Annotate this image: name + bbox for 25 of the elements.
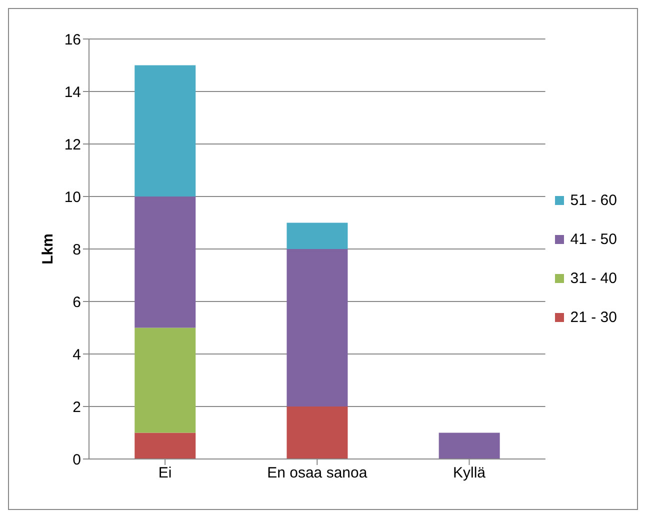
y-tick-label: 16 <box>64 31 81 48</box>
x-tick-label: Ei <box>158 464 172 482</box>
bar <box>134 328 196 433</box>
bar <box>438 432 500 459</box>
bar <box>134 65 196 196</box>
bar <box>286 249 348 406</box>
bar <box>134 196 196 328</box>
legend-label: 51 - 60 <box>570 192 617 209</box>
bar <box>286 406 348 459</box>
y-tick-label: 0 <box>72 451 81 468</box>
y-tick-label: 8 <box>72 241 81 258</box>
y-tick-label: 10 <box>64 188 81 206</box>
bar <box>134 432 196 459</box>
x-tick-label: Kyllä <box>452 464 486 482</box>
bar <box>286 222 348 249</box>
y-tick-label: 14 <box>64 84 81 101</box>
legend-label: 41 - 50 <box>570 231 617 248</box>
legend-label: 31 - 40 <box>570 270 617 287</box>
x-tick-label: En osaa sanoa <box>267 464 368 482</box>
legend-label: 21 - 30 <box>570 309 617 326</box>
y-axis-title: Lkm <box>39 234 56 264</box>
y-tick-label: 6 <box>72 294 81 311</box>
y-tick-label: 4 <box>72 346 81 364</box>
y-tick-label: 12 <box>64 136 81 154</box>
y-tick-label: 2 <box>72 398 81 416</box>
